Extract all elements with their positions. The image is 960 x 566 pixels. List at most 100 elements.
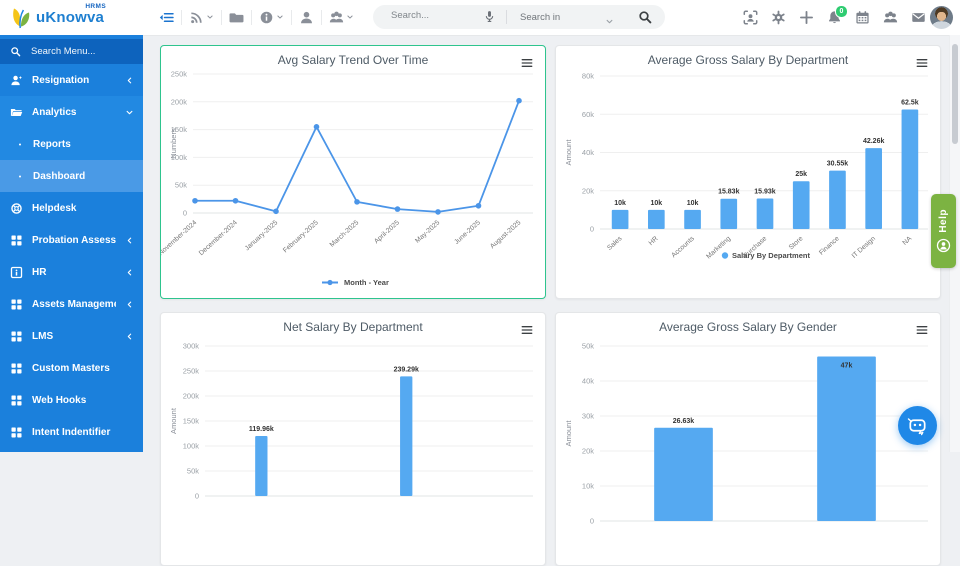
sidebar-item-hr[interactable]: HR [0, 256, 143, 288]
svg-text:Amount: Amount [169, 407, 178, 434]
sidebar-item-analytics[interactable]: Analytics [0, 96, 143, 128]
sidebar-item-assets-management[interactable]: Assets Management [0, 288, 143, 320]
sidebar: uKnowva HRMS Resignation Analytics Reports… [0, 0, 143, 452]
svg-text:Numbers: Numbers [169, 128, 178, 159]
svg-text:10k: 10k [582, 482, 594, 491]
mic-icon[interactable] [483, 10, 496, 23]
chevron-down-icon[interactable] [605, 13, 614, 24]
sidebar-item-label: Dashboard [33, 170, 86, 182]
svg-text:IT Design: IT Design [851, 235, 877, 260]
bar-chart: 0 10k 20k 30k 40k 50k Amount 26.63k 47k [564, 342, 928, 526]
grid-icon [10, 298, 23, 311]
search-input[interactable] [389, 9, 485, 22]
chevron-down-icon [206, 8, 214, 26]
users-icon[interactable] [322, 8, 361, 26]
svg-text:Salary By Department: Salary By Department [732, 251, 810, 260]
chart-title: Avg Salary Trend Over Time [277, 53, 429, 67]
sidebar-item-label: Intent Indentifier [32, 426, 111, 438]
chart-menu-icon[interactable] [520, 323, 534, 335]
svg-text:April-2025: April-2025 [373, 219, 401, 245]
grid-icon [10, 394, 23, 407]
sidebar-item-intent-indentifier[interactable]: Intent Indentifier [0, 416, 143, 448]
divider [181, 9, 182, 25]
svg-text:HR: HR [648, 235, 660, 247]
svg-text:40k: 40k [582, 377, 594, 386]
search-scope-dropdown[interactable]: Search in [520, 12, 561, 23]
sidebar-item-custom-masters[interactable]: Custom Masters [0, 352, 143, 384]
svg-text:150k: 150k [183, 417, 200, 426]
bullet-icon [16, 138, 24, 151]
chevron-down-icon [346, 8, 354, 26]
face-scan-icon[interactable] [743, 10, 758, 25]
brand-suffix: HRMS [85, 2, 107, 10]
help-tab-button[interactable]: Help [931, 194, 956, 268]
svg-text:November-2024: November-2024 [161, 219, 198, 257]
calendar-icon[interactable] [855, 10, 870, 25]
folder-icon[interactable] [222, 10, 251, 25]
sidebar-item-label: Reports [33, 138, 71, 150]
grid-icon [10, 330, 23, 343]
grid-icon [10, 426, 23, 439]
svg-text:300k: 300k [183, 342, 200, 351]
chart-card-gross-salary-dept: 0 20k 40k 60k 80k Amount 10k Sales 10k HR 10k Accou… [555, 45, 941, 299]
svg-text:10k: 10k [687, 200, 699, 207]
sidebar-item-resignation[interactable]: Resignation [0, 64, 143, 96]
svg-text:25k: 25k [795, 171, 807, 178]
svg-text:May-2025: May-2025 [414, 219, 441, 245]
bullet-icon [16, 170, 24, 183]
magnifier-icon[interactable] [638, 10, 652, 24]
scrollbar-thumb[interactable] [952, 44, 958, 144]
svg-text:62.5k: 62.5k [901, 99, 919, 106]
gear-icon[interactable] [771, 10, 786, 25]
toc-icon[interactable] [152, 10, 181, 25]
plus-icon[interactable] [799, 10, 814, 25]
sidebar-item-web-hooks[interactable]: Web Hooks [0, 384, 143, 416]
chart-menu-icon[interactable] [520, 56, 534, 68]
global-search-bar: Search in [373, 5, 665, 29]
chart-menu-icon[interactable] [915, 56, 929, 68]
rss-icon[interactable] [182, 8, 221, 26]
svg-text:Amount: Amount [564, 420, 573, 447]
sidebar-item-dashboard[interactable]: Dashboard [0, 160, 143, 192]
info-square-icon [10, 266, 23, 279]
divider [221, 9, 222, 25]
app-logo[interactable]: uKnowva HRMS [0, 0, 143, 35]
sidebar-item-lms[interactable]: LMS [0, 320, 143, 352]
chatbot-button[interactable] [898, 406, 937, 445]
svg-text:Sales: Sales [606, 235, 624, 252]
svg-text:15.93k: 15.93k [754, 189, 776, 196]
bell-icon[interactable]: 0 [827, 4, 848, 25]
sidebar-search-input[interactable] [29, 45, 133, 58]
sidebar-item-label: Assets Management [32, 298, 116, 310]
avatar[interactable] [930, 6, 953, 29]
svg-text:150k: 150k [171, 125, 188, 134]
svg-text:200k: 200k [183, 392, 200, 401]
chevron-left-icon [125, 268, 134, 277]
svg-text:Store: Store [788, 235, 805, 251]
topbar-left-icons [152, 0, 361, 34]
svg-text:50k: 50k [175, 181, 187, 190]
sidebar-search[interactable] [0, 39, 143, 64]
sidebar-item-reports[interactable]: Reports [0, 128, 143, 160]
svg-text:20k: 20k [582, 447, 594, 456]
chevron-left-icon [125, 76, 134, 85]
sidebar-item-label: Probation Assessment [32, 234, 116, 246]
svg-text:20k: 20k [582, 186, 594, 195]
svg-text:100k: 100k [171, 153, 188, 162]
svg-text:January-2025: January-2025 [244, 219, 280, 252]
sidebar-item-probation-assessment[interactable]: Probation Assessment [0, 224, 143, 256]
svg-text:200k: 200k [171, 97, 188, 106]
svg-text:Accounts: Accounts [670, 235, 696, 259]
svg-text:250k: 250k [183, 367, 200, 376]
sidebar-item-helpdesk[interactable]: Helpdesk [0, 192, 143, 224]
bar-chart: 0 20k 40k 60k 80k Amount 10k Sales 10k HR 10k Accou… [564, 72, 928, 260]
sidebar-item-label: Resignation [32, 74, 90, 86]
svg-text:40k: 40k [582, 148, 594, 157]
chart-card-gross-salary-gender: 0 10k 20k 30k 40k 50k Amount 26.63k 47k Average … [555, 312, 941, 566]
mail-icon[interactable] [911, 10, 926, 25]
team-icon[interactable] [883, 10, 898, 25]
info-icon[interactable] [252, 8, 291, 26]
svg-text:Finance: Finance [818, 235, 841, 257]
chart-menu-icon[interactable] [915, 323, 929, 335]
user-icon[interactable] [292, 10, 321, 25]
